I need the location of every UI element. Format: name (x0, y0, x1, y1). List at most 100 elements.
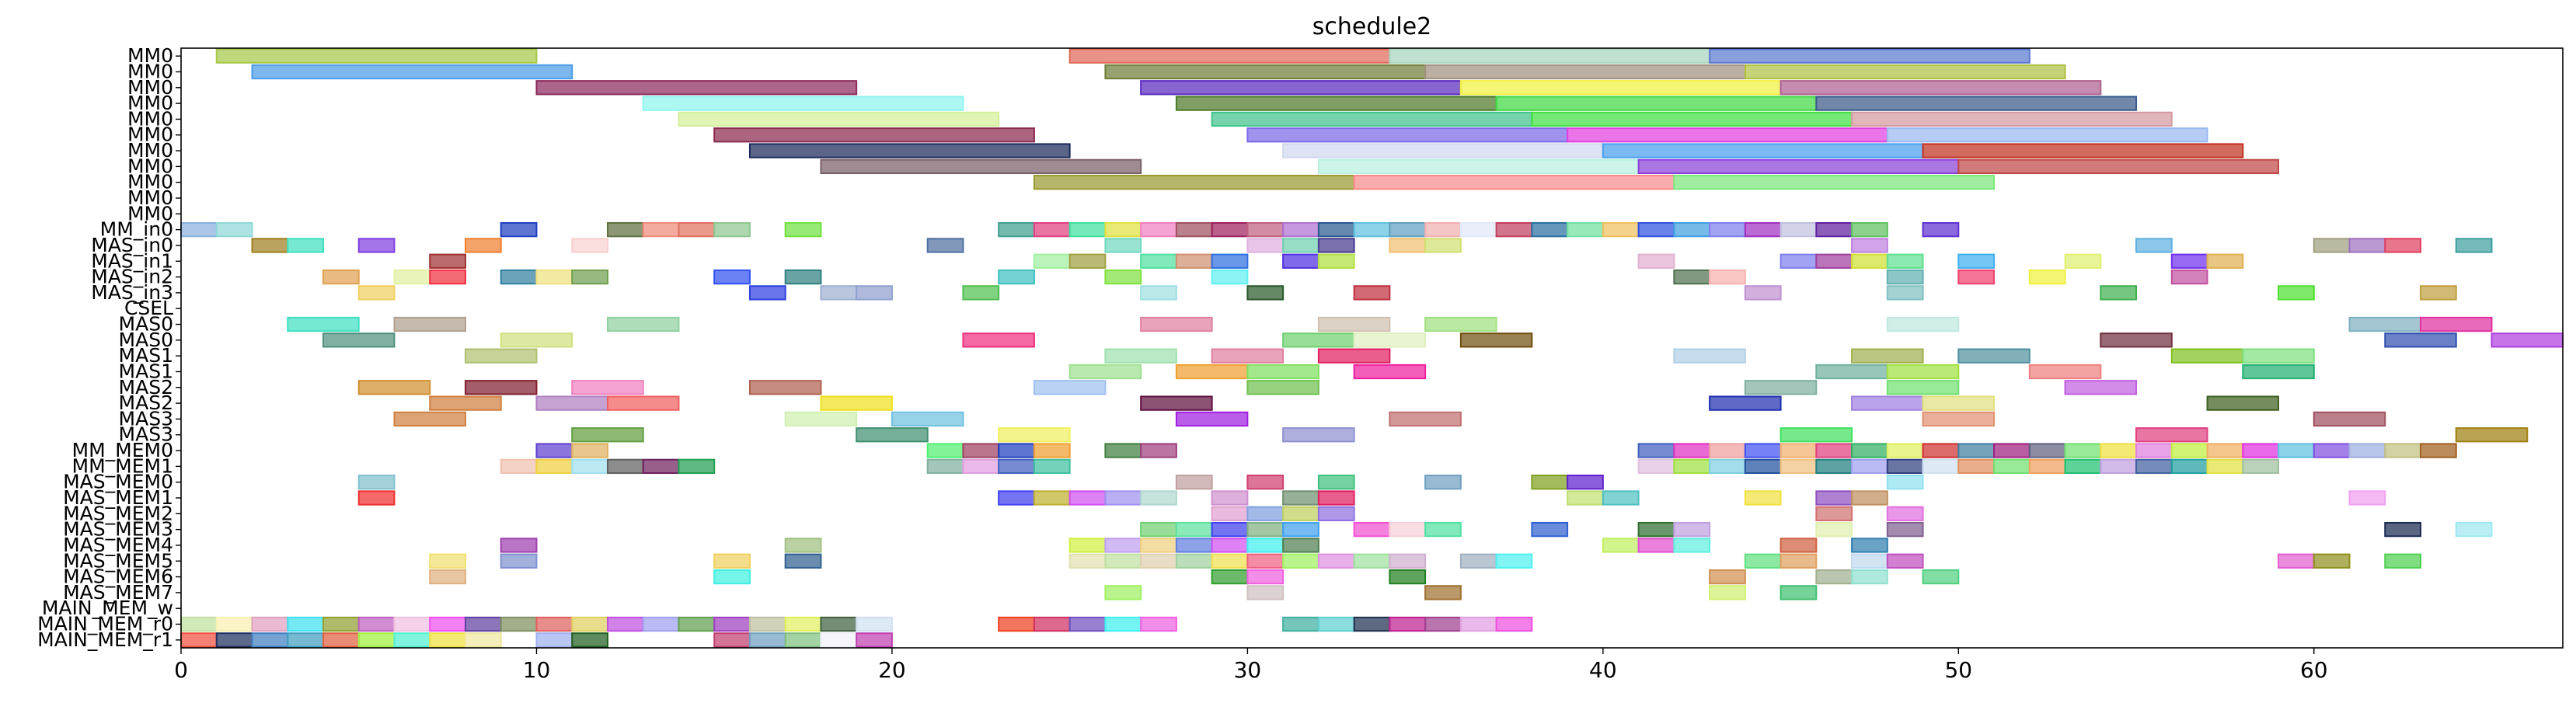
task-bar (1104, 490, 1142, 506)
task-bar (1246, 553, 1285, 569)
task-bar (1175, 96, 1497, 111)
task-bar (1886, 253, 1924, 269)
task-bar (642, 96, 964, 111)
task-bar (1922, 458, 1960, 475)
task-bar (1282, 521, 1319, 538)
task-bar (2064, 380, 2138, 395)
task-bar (1495, 221, 1533, 238)
task-bar (1922, 221, 1960, 238)
task-bar (1140, 443, 1177, 458)
row-label: MM_MEM1 (72, 454, 173, 477)
task-bar (1567, 221, 1604, 238)
task-bar (1851, 348, 1924, 364)
task-bar (1886, 521, 1924, 538)
task-bar (1317, 506, 1355, 521)
row-label: MM0 (127, 186, 173, 209)
task-bar (464, 348, 538, 364)
task-bar (1140, 285, 1177, 301)
task-bar (2064, 253, 2102, 269)
task-bar (1175, 221, 1213, 238)
task-bar (1851, 538, 1888, 553)
task-bar (1246, 221, 1285, 238)
chart-title: schedule2 (1312, 13, 1432, 40)
task-bar (1246, 380, 1319, 395)
task-bar (2028, 443, 2066, 458)
task-bar (2384, 332, 2457, 348)
x-tick-label: 10 (523, 657, 551, 683)
task-bar (1104, 238, 1142, 253)
task-bar (998, 490, 1035, 506)
task-bar (998, 458, 1035, 475)
x-tick-label: 50 (1944, 657, 1972, 683)
task-bar (1033, 443, 1071, 458)
task-bar (429, 253, 466, 269)
task-bar (2206, 458, 2244, 475)
task-bar (1246, 585, 1285, 600)
task-bar (1709, 458, 1746, 475)
task-bar (2242, 443, 2280, 458)
task-bar (1851, 553, 1888, 569)
task-bar (2455, 521, 2493, 538)
task-bar (1957, 253, 1996, 269)
task-bar (1459, 616, 1497, 632)
task-bar (1886, 364, 1960, 380)
task-bar (571, 616, 608, 632)
task-bar (535, 269, 573, 285)
task-bar (998, 221, 1035, 238)
task-bar (2384, 443, 2422, 458)
task-bar (1317, 158, 1640, 175)
task-bar (1424, 521, 1462, 538)
task-bar (1744, 380, 1818, 395)
task-bar (1317, 316, 1391, 332)
task-bar (2278, 285, 2315, 301)
task-bar (1495, 616, 1533, 632)
task-bar (856, 632, 893, 648)
task-bar (1424, 64, 1746, 80)
task-bar (1815, 569, 1853, 585)
task-bar (642, 221, 680, 238)
task-bar (2384, 553, 2422, 569)
task-bar (926, 443, 964, 458)
task-bar (1922, 443, 1960, 458)
task-bar (1317, 616, 1355, 632)
x-tick-label: 20 (878, 657, 906, 683)
task-bar (1211, 506, 1249, 521)
task-bar (2313, 553, 2351, 569)
task-bar (820, 616, 858, 632)
task-bar (1353, 332, 1427, 348)
row-label: MM0 (127, 76, 173, 99)
task-bar (1175, 411, 1249, 427)
task-bar (2313, 411, 2386, 427)
task-bar (429, 553, 466, 569)
task-bar (1744, 490, 1782, 506)
task-bar (1353, 521, 1391, 538)
task-bar (1851, 221, 1888, 238)
task-bar (1744, 221, 1782, 238)
task-bar (1495, 96, 1818, 111)
task-bar (1140, 221, 1177, 238)
task-bar (891, 411, 964, 427)
row-label: MAS2 (119, 392, 173, 414)
row-label: MM0 (127, 92, 173, 114)
row-label: MAS1 (119, 344, 173, 367)
task-bar (251, 238, 289, 253)
task-bar (1211, 521, 1249, 538)
task-bar (1602, 221, 1640, 238)
task-bar (1068, 48, 1391, 64)
task-bar (571, 269, 608, 285)
task-bar (856, 285, 893, 301)
task-bar (2206, 443, 2244, 458)
x-tick-label: 0 (174, 657, 188, 683)
task-bar (1282, 538, 1319, 553)
task-bar (1389, 411, 1462, 427)
task-bar (2170, 348, 2244, 364)
task-bar (2100, 332, 2173, 348)
task-bar (606, 221, 644, 238)
row-label: MAS_in2 (91, 266, 173, 288)
task-bar (1851, 458, 1888, 475)
task-bar (1424, 221, 1462, 238)
task-bar (1531, 221, 1569, 238)
task-bar (856, 427, 929, 443)
task-bar (1424, 475, 1462, 490)
task-bar (429, 632, 466, 648)
